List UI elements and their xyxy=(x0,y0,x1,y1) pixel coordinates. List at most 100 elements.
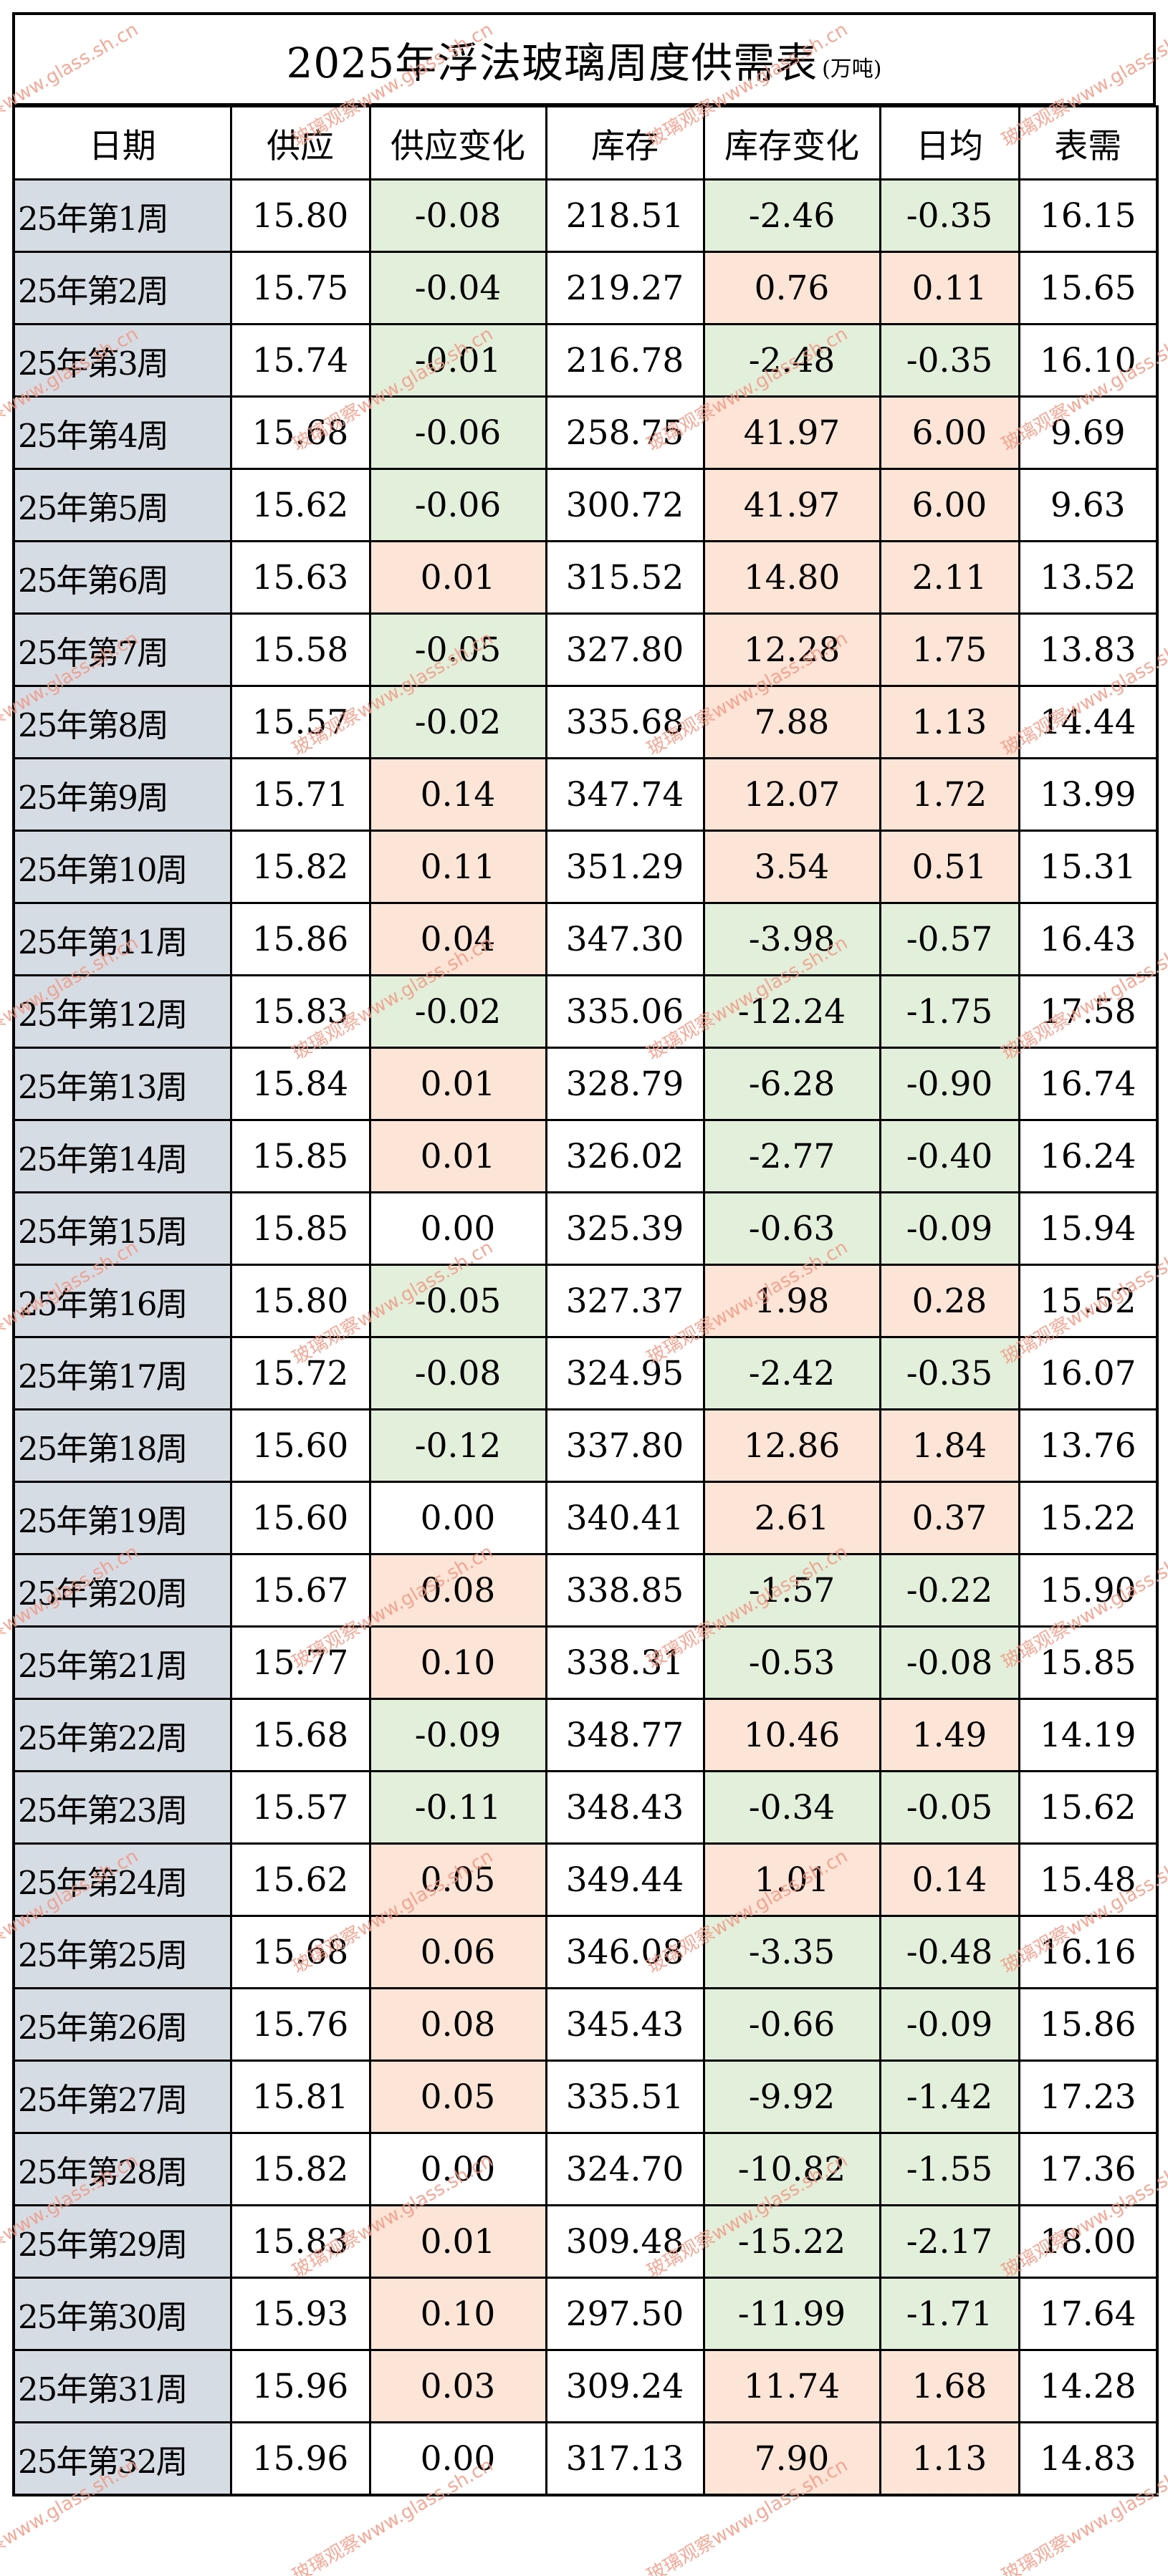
inventory-change-cell: -6.28 xyxy=(702,1047,881,1121)
supply-change-cell: -0.05 xyxy=(368,612,547,687)
date-cell: 25年第18周 xyxy=(12,1408,232,1483)
inventory-cell: 340.41 xyxy=(545,1481,705,1555)
inventory-change-cell: -9.92 xyxy=(702,2060,881,2134)
apparent-demand-cell: 16.24 xyxy=(1018,1119,1159,1193)
daily-average-cell: -0.57 xyxy=(879,902,1020,976)
supply-change-cell: -0.08 xyxy=(368,178,547,253)
table-row: 25年第9周 15.71 0.14 347.74 12.07 1.72 13.99 xyxy=(12,757,1159,832)
column-header-apparent-demand: 表需 xyxy=(1018,105,1159,181)
apparent-demand-cell: 14.19 xyxy=(1018,1698,1159,1772)
daily-average-cell: -1.75 xyxy=(879,974,1020,1049)
supply-cell: 15.77 xyxy=(229,1625,371,1700)
table-row: 25年第32周 15.96 0.00 317.13 7.90 1.13 14.83 xyxy=(12,2421,1159,2496)
supply-cell: 15.85 xyxy=(229,1191,371,1266)
supply-cell: 15.82 xyxy=(229,830,371,904)
inventory-cell: 258.75 xyxy=(545,395,705,470)
daily-average-cell: -0.09 xyxy=(879,1987,1020,2062)
date-cell: 25年第24周 xyxy=(12,1842,232,1917)
apparent-demand-cell: 15.90 xyxy=(1018,1553,1159,1628)
date-cell: 25年第1周 xyxy=(12,178,232,253)
supply-cell: 15.82 xyxy=(229,2132,371,2206)
inventory-change-cell: 41.97 xyxy=(702,395,881,470)
supply-change-cell: -0.11 xyxy=(368,1770,547,1845)
daily-average-cell: 1.84 xyxy=(879,1408,1020,1483)
inventory-cell: 338.31 xyxy=(545,1625,705,1700)
apparent-demand-cell: 16.16 xyxy=(1018,1915,1159,1989)
date-cell: 25年第28周 xyxy=(12,2132,232,2206)
supply-change-cell: -0.09 xyxy=(368,1698,547,1772)
supply-change-cell: -0.02 xyxy=(368,685,547,759)
column-header-daily-average: 日均 xyxy=(879,105,1020,181)
supply-cell: 15.57 xyxy=(229,1770,371,1845)
inventory-change-cell: 0.76 xyxy=(702,251,881,325)
table-row: 25年第20周 15.67 0.08 338.85 -1.57 -0.22 15.90 xyxy=(12,1553,1159,1628)
inventory-cell: 347.74 xyxy=(545,757,705,832)
supply-cell: 15.62 xyxy=(229,468,371,542)
date-cell: 25年第23周 xyxy=(12,1770,232,1845)
supply-change-cell: -0.06 xyxy=(368,468,547,542)
daily-average-cell: 0.51 xyxy=(879,830,1020,904)
inventory-cell: 324.95 xyxy=(545,1336,705,1410)
supply-change-cell: -0.04 xyxy=(368,251,547,325)
date-cell: 25年第19周 xyxy=(12,1481,232,1555)
date-cell: 25年第7周 xyxy=(12,612,232,687)
daily-average-cell: -1.71 xyxy=(879,2277,1020,2351)
supply-cell: 15.62 xyxy=(229,1842,371,1917)
apparent-demand-cell: 9.63 xyxy=(1018,468,1159,542)
inventory-cell: 338.85 xyxy=(545,1553,705,1628)
daily-average-cell: -0.48 xyxy=(879,1915,1020,1989)
supply-change-cell: 0.08 xyxy=(368,1987,547,2062)
date-cell: 25年第25周 xyxy=(12,1915,232,1989)
apparent-demand-cell: 14.83 xyxy=(1018,2421,1159,2496)
daily-average-cell: 0.11 xyxy=(879,251,1020,325)
supply-change-cell: 0.00 xyxy=(368,1191,547,1266)
apparent-demand-cell: 15.31 xyxy=(1018,830,1159,904)
supply-demand-table: 2025年浮法玻璃周度供需表 (万吨) 日期 供应 供应变化 库存 库存变化 日… xyxy=(12,12,1159,2496)
supply-change-cell: 0.10 xyxy=(368,2277,547,2351)
supply-change-cell: 0.10 xyxy=(368,1625,547,1700)
inventory-cell: 349.44 xyxy=(545,1842,705,1917)
date-cell: 25年第27周 xyxy=(12,2060,232,2134)
inventory-change-cell: -0.34 xyxy=(702,1770,881,1845)
apparent-demand-cell: 16.74 xyxy=(1018,1047,1159,1121)
supply-change-cell: 0.04 xyxy=(368,902,547,976)
inventory-change-cell: -0.63 xyxy=(702,1191,881,1266)
inventory-cell: 348.43 xyxy=(545,1770,705,1845)
apparent-demand-cell: 13.83 xyxy=(1018,612,1159,687)
supply-cell: 15.72 xyxy=(229,1336,371,1410)
inventory-change-cell: 12.28 xyxy=(702,612,881,687)
supply-change-cell: 0.01 xyxy=(368,1047,547,1121)
supply-change-cell: 0.03 xyxy=(368,2349,547,2423)
supply-change-cell: 0.01 xyxy=(368,1119,547,1193)
daily-average-cell: 1.13 xyxy=(879,685,1020,759)
daily-average-cell: -0.09 xyxy=(879,1191,1020,1266)
table-row: 25年第27周 15.81 0.05 335.51 -9.92 -1.42 17.23 xyxy=(12,2060,1159,2134)
supply-change-cell: -0.01 xyxy=(368,323,547,398)
date-cell: 25年第2周 xyxy=(12,251,232,325)
table-row: 25年第19周 15.60 0.00 340.41 2.61 0.37 15.22 xyxy=(12,1481,1159,1555)
daily-average-cell: 1.68 xyxy=(879,2349,1020,2423)
inventory-cell: 218.51 xyxy=(545,178,705,253)
inventory-change-cell: 12.07 xyxy=(702,757,881,832)
apparent-demand-cell: 9.69 xyxy=(1018,395,1159,470)
inventory-change-cell: -2.48 xyxy=(702,323,881,398)
table-row: 25年第17周 15.72 -0.08 324.95 -2.42 -0.35 16.07 xyxy=(12,1336,1159,1410)
supply-change-cell: 0.11 xyxy=(368,830,547,904)
apparent-demand-cell: 15.22 xyxy=(1018,1481,1159,1555)
table-row: 25年第8周 15.57 -0.02 335.68 7.88 1.13 14.44 xyxy=(12,685,1159,759)
date-cell: 25年第5周 xyxy=(12,468,232,542)
apparent-demand-cell: 15.48 xyxy=(1018,1842,1159,1917)
daily-average-cell: -0.05 xyxy=(879,1770,1020,1845)
date-cell: 25年第12周 xyxy=(12,974,232,1049)
date-cell: 25年第10周 xyxy=(12,830,232,904)
apparent-demand-cell: 17.64 xyxy=(1018,2277,1159,2351)
date-cell: 25年第15周 xyxy=(12,1191,232,1266)
supply-change-cell: 0.08 xyxy=(368,1553,547,1628)
apparent-demand-cell: 16.43 xyxy=(1018,902,1159,976)
table-row: 25年第18周 15.60 -0.12 337.80 12.86 1.84 13.76 xyxy=(12,1408,1159,1483)
date-cell: 25年第14周 xyxy=(12,1119,232,1193)
supply-cell: 15.67 xyxy=(229,1553,371,1628)
daily-average-cell: 0.37 xyxy=(879,1481,1020,1555)
inventory-cell: 328.79 xyxy=(545,1047,705,1121)
table-row: 25年第3周 15.74 -0.01 216.78 -2.48 -0.35 16.10 xyxy=(12,323,1159,398)
